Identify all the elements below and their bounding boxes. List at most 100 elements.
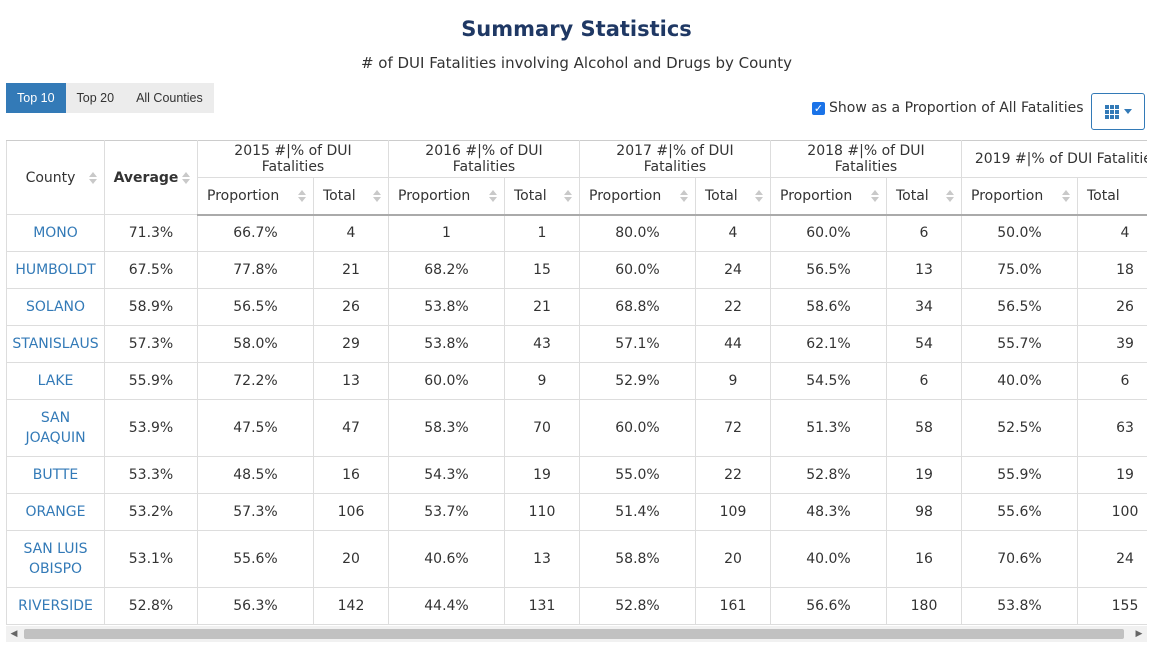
- average-cell: 53.3%: [104, 456, 198, 494]
- average-column-header[interactable]: Average: [104, 140, 198, 215]
- table-cell: 19: [1077, 456, 1147, 494]
- scroll-right-icon[interactable]: ▶: [1135, 629, 1143, 639]
- table-cell: 58.8%: [579, 530, 696, 588]
- table-cell: 4: [313, 214, 389, 252]
- table-cell: 55.7%: [961, 325, 1078, 363]
- table-cell: 16: [313, 456, 389, 494]
- county-link[interactable]: ORANGE: [6, 493, 105, 531]
- table-cell: 21: [313, 251, 389, 289]
- table-cell: 55.6%: [961, 493, 1078, 531]
- table-cell: 110: [504, 493, 580, 531]
- grid-icon: [1104, 104, 1119, 119]
- proportion-column-header[interactable]: Proportion: [388, 177, 505, 216]
- table-row: MONO 71.3% 66.7% 4 1 1 80.0% 4 60.0% 6 50.0% 4: [6, 214, 1147, 252]
- table-cell: 52.5%: [961, 399, 1078, 457]
- county-link[interactable]: SAN JOAQUIN: [6, 399, 105, 457]
- table-row: STANISLAUS 57.3% 58.0% 29 53.8% 43 57.1% 44 62.1…: [6, 325, 1147, 363]
- table-cell: 58.6%: [770, 288, 887, 326]
- county-link[interactable]: RIVERSIDE: [6, 587, 105, 625]
- total-column-header[interactable]: Total: [695, 177, 771, 216]
- table-cell: 54.3%: [388, 456, 505, 494]
- average-cell: 52.8%: [104, 587, 198, 625]
- year-2016-header: 2016 #|% of DUI Fatalities: [388, 140, 580, 178]
- sort-icon: [182, 171, 190, 184]
- county-link[interactable]: MONO: [6, 214, 105, 252]
- average-cell: 57.3%: [104, 325, 198, 363]
- top-10-button[interactable]: Top 10: [6, 83, 66, 113]
- sort-icon: [871, 189, 879, 202]
- average-cell: 67.5%: [104, 251, 198, 289]
- table-cell: 19: [504, 456, 580, 494]
- table-cell: 70.6%: [961, 530, 1078, 588]
- table-cell: 72: [695, 399, 771, 457]
- year-2015-header: 2015 #|% of DUI Fatalities: [197, 140, 389, 178]
- summary-table-container: County Average 2015 #|% of DUI Fatalitie…: [6, 140, 1147, 626]
- county-link[interactable]: SAN LUIS OBISPO: [6, 530, 105, 588]
- table-cell: 24: [1077, 530, 1147, 588]
- table-cell: 58.3%: [388, 399, 505, 457]
- proportion-column-header[interactable]: Proportion: [579, 177, 696, 216]
- proportion-column-header[interactable]: Proportion: [770, 177, 887, 216]
- table-cell: 180: [886, 587, 962, 625]
- sort-icon: [89, 171, 97, 184]
- sort-icon: [564, 189, 572, 202]
- chevron-down-icon: [1123, 109, 1132, 114]
- county-link[interactable]: LAKE: [6, 362, 105, 400]
- table-cell: 56.5%: [961, 288, 1078, 326]
- table-cell: 13: [886, 251, 962, 289]
- total-column-header[interactable]: Total: [313, 177, 389, 216]
- table-cell: 4: [1077, 214, 1147, 252]
- year-2017-header: 2017 #|% of DUI Fatalities: [579, 140, 771, 178]
- table-cell: 56.5%: [197, 288, 314, 326]
- proportion-column-header[interactable]: Proportion: [961, 177, 1078, 216]
- scrollbar-thumb[interactable]: [24, 629, 1124, 639]
- horizontal-scrollbar[interactable]: ◀ ▶: [6, 626, 1147, 642]
- county-link[interactable]: HUMBOLDT: [6, 251, 105, 289]
- table-cell: 58: [886, 399, 962, 457]
- table-cell: 40.6%: [388, 530, 505, 588]
- table-cell: 106: [313, 493, 389, 531]
- total-column-header[interactable]: Total: [1077, 177, 1147, 216]
- proportion-column-header[interactable]: Proportion: [197, 177, 314, 216]
- year-2019-header: 2019 #|% of DUI Fatalities: [961, 140, 1147, 178]
- top-20-button[interactable]: Top 20: [65, 83, 126, 113]
- county-link[interactable]: BUTTE: [6, 456, 105, 494]
- table-cell: 40.0%: [770, 530, 887, 588]
- total-column-header[interactable]: Total: [504, 177, 580, 216]
- county-column-header[interactable]: County: [6, 140, 105, 215]
- table-cell: 54: [886, 325, 962, 363]
- page-title: Summary Statistics: [461, 17, 692, 41]
- table-cell: 50.0%: [961, 214, 1078, 252]
- proportion-toggle[interactable]: ✓ Show as a Proportion of All Fatalities: [812, 100, 1084, 116]
- table-cell: 21: [504, 288, 580, 326]
- table-row: BUTTE 53.3% 48.5% 16 54.3% 19 55.0% 22 52.8% 19 55…: [6, 456, 1147, 494]
- total-column-header[interactable]: Total: [886, 177, 962, 216]
- average-cell: 55.9%: [104, 362, 198, 400]
- table-cell: 1: [388, 214, 505, 252]
- table-cell: 9: [504, 362, 580, 400]
- sort-icon: [373, 189, 381, 202]
- column-visibility-button[interactable]: [1091, 93, 1145, 130]
- table-cell: 19: [886, 456, 962, 494]
- proportion-checkbox[interactable]: ✓: [812, 101, 825, 115]
- table-cell: 22: [695, 456, 771, 494]
- county-link[interactable]: SOLANO: [6, 288, 105, 326]
- table-cell: 55.6%: [197, 530, 314, 588]
- scroll-left-icon[interactable]: ◀: [10, 629, 18, 639]
- table-row: SAN LUIS OBISPO 53.1% 55.6% 20 40.6% 13 58.8% 2…: [6, 530, 1147, 588]
- table-cell: 75.0%: [961, 251, 1078, 289]
- all-counties-button[interactable]: All Counties: [125, 83, 214, 113]
- table-cell: 56.5%: [770, 251, 887, 289]
- average-cell: 53.1%: [104, 530, 198, 588]
- table-cell: 43: [504, 325, 580, 363]
- average-cell: 53.9%: [104, 399, 198, 457]
- sort-icon: [680, 189, 688, 202]
- table-cell: 47: [313, 399, 389, 457]
- table-cell: 48.3%: [770, 493, 887, 531]
- table-cell: 155: [1077, 587, 1147, 625]
- average-cell: 53.2%: [104, 493, 198, 531]
- table-cell: 72.2%: [197, 362, 314, 400]
- page-subtitle: # of DUI Fatalities involving Alcohol an…: [360, 54, 793, 72]
- table-cell: 100: [1077, 493, 1147, 531]
- county-link[interactable]: STANISLAUS: [6, 325, 105, 363]
